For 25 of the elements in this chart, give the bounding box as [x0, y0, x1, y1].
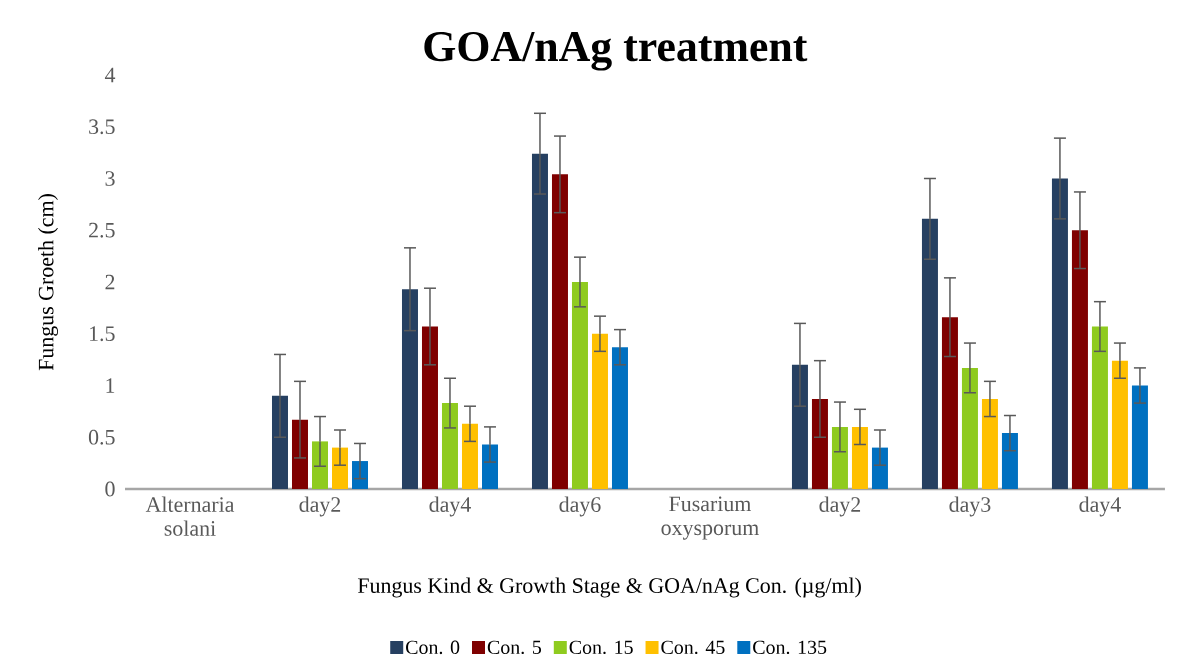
x-tick-label: day4	[1079, 496, 1121, 517]
y-axis-title: Fungus Groeth (cm)	[38, 194, 59, 371]
legend-label: Con. 45	[661, 640, 725, 655]
y-tick-label: 1.5	[90, 326, 115, 342]
x-axis-title: Fungus Kind & Growth Stage & GOA/nAg Con. (µg/ml)	[357, 577, 861, 598]
y-tick-label: 2	[105, 274, 115, 290]
x-tick-label: day2	[819, 496, 861, 517]
legend-label: Con. 15	[569, 640, 633, 655]
y-tick-label: 2.5	[89, 222, 115, 238]
x-tick-label: Alternaria solani	[145, 496, 235, 536]
x-tick-label: Fusarium oxysporum	[661, 496, 759, 540]
legend-label: Con. 5	[487, 640, 542, 655]
y-tick-label: 3	[105, 171, 115, 186]
x-tick-label: day6	[559, 496, 601, 517]
chart-title: GOA/nAg treatment	[424, 31, 808, 71]
y-tick-label: 3.5	[89, 119, 115, 135]
y-tick-label: 0	[105, 481, 115, 497]
x-tick-label: day2	[299, 496, 341, 517]
x-tick-label: day4	[429, 496, 471, 517]
legend-label: Con. 135	[753, 640, 827, 655]
x-tick-label: day3	[949, 496, 991, 517]
y-tick-label: 1	[106, 378, 115, 393]
legend-label: Con. 0	[406, 640, 460, 655]
y-tick-label: 0.5	[88, 429, 115, 445]
y-tick-label: 4	[104, 67, 116, 83]
